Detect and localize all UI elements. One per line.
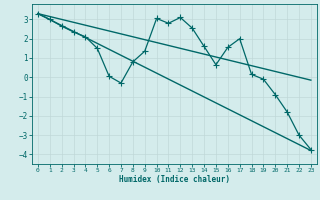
- X-axis label: Humidex (Indice chaleur): Humidex (Indice chaleur): [119, 175, 230, 184]
